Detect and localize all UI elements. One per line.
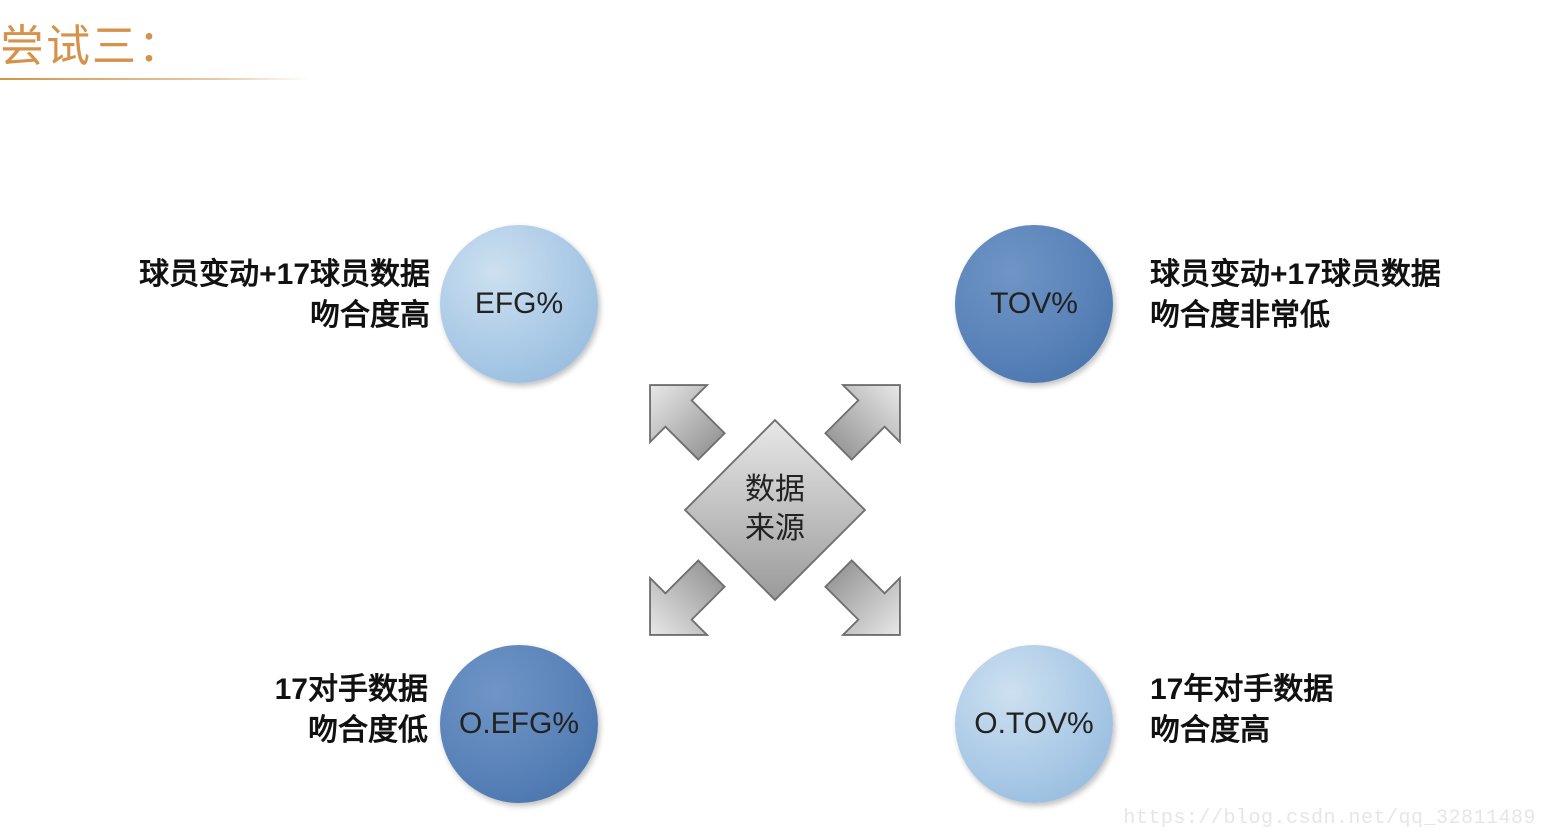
node-label-otov: 17年对手数据 吻合度高 <box>1150 670 1380 751</box>
node-label-otov-line2: 吻合度高 <box>1150 714 1270 747</box>
node-label-tov: 球员变动+17球员数据 吻合度非常低 <box>1150 255 1490 336</box>
node-label-otov-line1: 17年对手数据 <box>1150 673 1333 706</box>
node-label-oefg-line1: 17对手数据 <box>275 673 428 706</box>
node-label-efg-line1: 球员变动+17球员数据 <box>139 258 430 291</box>
node-label-oefg: 17对手数据 吻合度低 <box>248 670 428 751</box>
node-circle-efg: EFG% <box>440 225 598 383</box>
node-label-efg-line2: 吻合度高 <box>310 299 430 332</box>
node-label-tov-line2: 吻合度非常低 <box>1150 299 1330 332</box>
node-circle-oefg: O.EFG% <box>440 645 598 803</box>
node-circle-oefg-text: O.EFG% <box>441 706 597 742</box>
center-label: 数据 来源 <box>745 470 805 548</box>
node-label-efg: 球员变动+17球员数据 吻合度高 <box>110 255 430 336</box>
diagram-container: 数据 来源 EFG% 球员变动+17球员数据 吻合度高 TOV% 球员变动+17… <box>0 0 1556 838</box>
node-label-tov-line1: 球员变动+17球员数据 <box>1150 258 1441 291</box>
node-circle-otov: O.TOV% <box>955 645 1113 803</box>
watermark-text: https://blog.csdn.net/qq_32811489 <box>1123 807 1536 830</box>
node-circle-tov: TOV% <box>955 225 1113 383</box>
node-circle-efg-text: EFG% <box>475 286 563 322</box>
node-label-oefg-line2: 吻合度低 <box>308 714 428 747</box>
node-circle-otov-text: O.TOV% <box>974 706 1093 742</box>
node-circle-tov-text: TOV% <box>990 286 1078 322</box>
center-label-line1: 数据 <box>745 473 805 506</box>
center-label-line2: 来源 <box>745 512 805 545</box>
